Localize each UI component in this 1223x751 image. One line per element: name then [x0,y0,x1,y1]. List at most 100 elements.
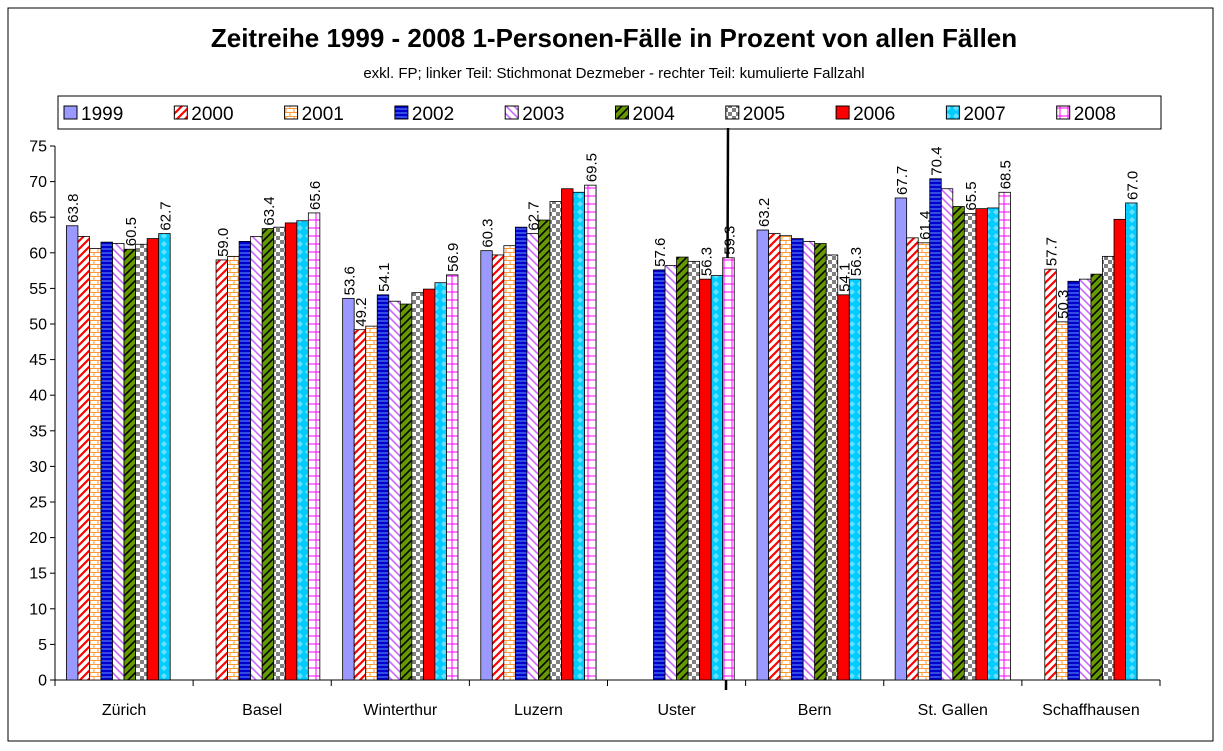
bar [1090,273,1103,681]
data-label: 63.4 [261,196,278,225]
chart-subtitle: exkl. FP; linker Teil: Stichmonat Dezmeb… [363,65,864,82]
bar [146,238,160,681]
x-tick-label: Uster [657,702,696,719]
y-tick-label: 75 [29,139,47,156]
bar [791,238,804,681]
data-label: 56.3 [848,247,865,276]
bar [952,206,965,681]
bar [802,241,816,681]
data-label: 57.6 [652,238,669,267]
bar [825,254,839,681]
legend-label: 2008 [1074,104,1116,125]
bar [1079,278,1092,681]
data-label: 59.3 [721,226,738,255]
bar [894,197,908,681]
bar [342,297,355,681]
bar [1125,202,1138,681]
bar [135,243,148,681]
bar [100,241,113,681]
x-tick-label: Zürich [102,702,146,719]
data-label: 53.6 [341,266,358,295]
data-label: 56.3 [698,247,715,276]
legend-label: 1999 [81,104,123,125]
legend-label: 2000 [191,104,233,125]
data-label: 62.7 [157,201,174,230]
x-tick-label: Basel [242,702,282,719]
legend-swatch [725,105,740,120]
data-label: 67.0 [1124,171,1141,200]
data-label: 65.6 [307,181,324,210]
bar [975,208,988,681]
bar [514,226,528,681]
data-label: 59.0 [215,228,232,257]
bar [77,236,90,681]
bar [929,178,942,681]
bar [1113,218,1126,681]
data-label: 60.5 [123,217,140,246]
bar [365,325,378,681]
bar [399,303,413,681]
legend-swatch [504,105,519,120]
bar [284,222,298,681]
y-tick-label: 40 [29,388,47,405]
data-label: 67.7 [894,166,911,195]
legend-swatch [173,105,188,120]
legend-label: 2005 [743,104,785,125]
bar [112,243,125,681]
legend-swatch [945,105,960,120]
y-tick-label: 5 [38,637,47,654]
data-label: 60.3 [480,218,497,247]
bar [664,265,677,681]
bar [653,269,666,681]
bar [1055,321,1069,681]
x-tick-label: Luzern [514,702,563,719]
bar [503,245,516,681]
bar [388,300,401,681]
bar [480,250,493,681]
data-label: 57.7 [1044,237,1061,266]
y-tick-label: 0 [38,673,47,690]
bar [998,191,1011,681]
bar [273,226,286,681]
bar [376,294,390,681]
bar [1044,268,1057,681]
legend-swatch [835,105,850,120]
y-tick-label: 65 [29,210,47,227]
legend-label: 2004 [633,104,676,125]
legend-swatch [615,105,629,120]
bar [756,229,769,681]
bar [814,243,827,681]
chart-border [7,7,1214,742]
y-tick-label: 50 [29,317,47,334]
bar [411,292,424,681]
legend-label: 2007 [963,104,1005,125]
bar [561,188,574,681]
y-tick-label: 55 [29,281,47,298]
bar [848,278,862,681]
legend-swatch [284,105,299,120]
data-label: 54.1 [376,263,393,292]
bar [65,225,79,681]
y-tick-label: 30 [29,459,47,476]
bar [434,282,447,681]
data-label: 70.4 [929,147,946,176]
bar [779,235,793,681]
legend-label: 2001 [302,104,344,125]
data-label: 68.5 [998,160,1015,189]
bar [917,242,931,681]
data-label: 63.8 [65,194,82,223]
bar [549,201,562,681]
x-tick-label: Bern [798,702,832,719]
x-tick-label: Winterthur [363,702,437,719]
bar [307,212,321,681]
bar [837,294,850,681]
legend-swatch [63,105,78,120]
y-tick-label: 60 [29,245,47,262]
bar [123,248,136,681]
bar [699,278,712,681]
bar [353,329,367,681]
bar [422,288,436,681]
legend-label: 2002 [412,104,454,125]
bar [710,275,724,681]
x-tick-label: St. Gallen [918,702,988,719]
